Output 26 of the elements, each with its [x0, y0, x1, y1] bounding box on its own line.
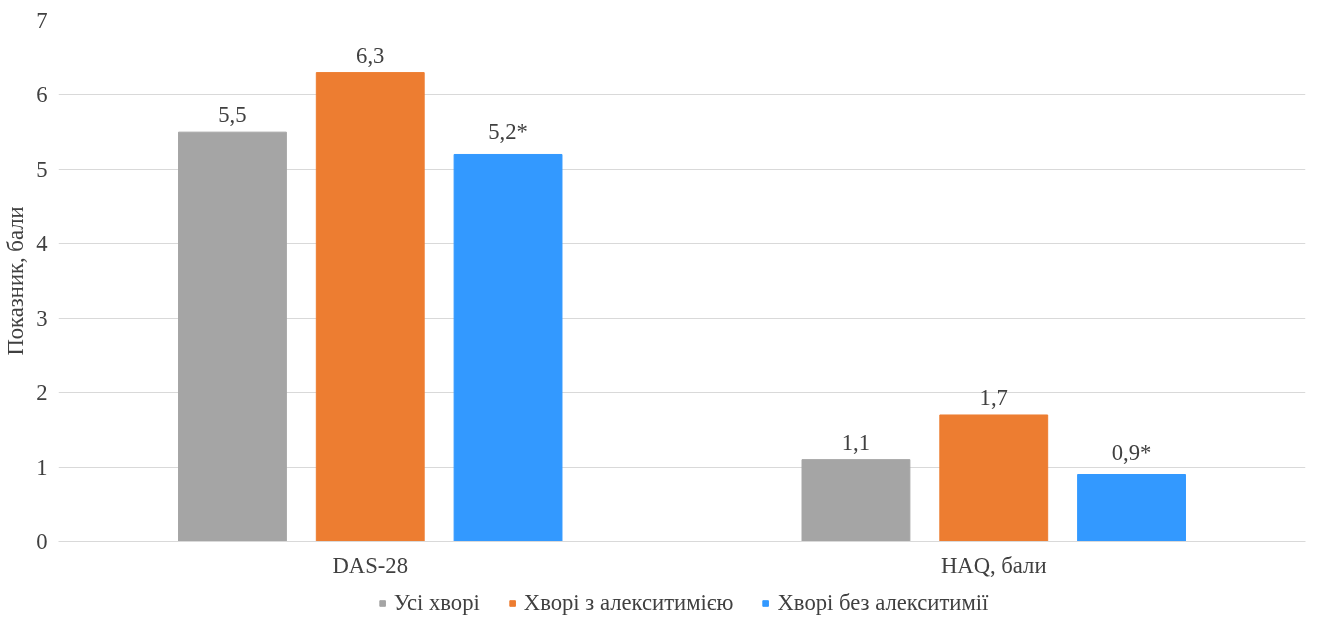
data-label: 5,2*: [488, 119, 528, 145]
bar: [801, 459, 911, 542]
legend-label: Хворі з алекситимією: [523, 589, 734, 616]
data-label: 0,9*: [1111, 439, 1152, 465]
bar: [1077, 474, 1186, 542]
data-label: 1,1: [841, 429, 871, 455]
legend-label: Хворі без алекситимії: [777, 589, 989, 616]
y-tick-label: 0: [36, 529, 48, 554]
y-tick-label: 2: [36, 380, 48, 406]
data-label: 1,7: [979, 384, 1008, 410]
y-tick-label: 5: [36, 156, 48, 182]
bar: [453, 153, 563, 542]
x-tick-label: HAQ, бали: [940, 552, 1047, 578]
y-tick-label: 1: [36, 454, 48, 480]
bar: [939, 414, 1049, 542]
y-tick-label: 3: [36, 305, 48, 331]
data-label: 5,5: [218, 102, 247, 128]
data-label: 6,3: [356, 42, 385, 68]
legend-label: Усі хворі: [393, 589, 480, 616]
x-tick-label: DAS-28: [332, 552, 409, 578]
bar: [178, 131, 287, 542]
y-tick-label: 6: [36, 82, 48, 108]
bar: [315, 72, 425, 542]
y-tick-label: 4: [36, 231, 48, 257]
y-tick-label: 7: [36, 8, 48, 33]
y-axis-title: Показник, бали: [3, 206, 29, 356]
